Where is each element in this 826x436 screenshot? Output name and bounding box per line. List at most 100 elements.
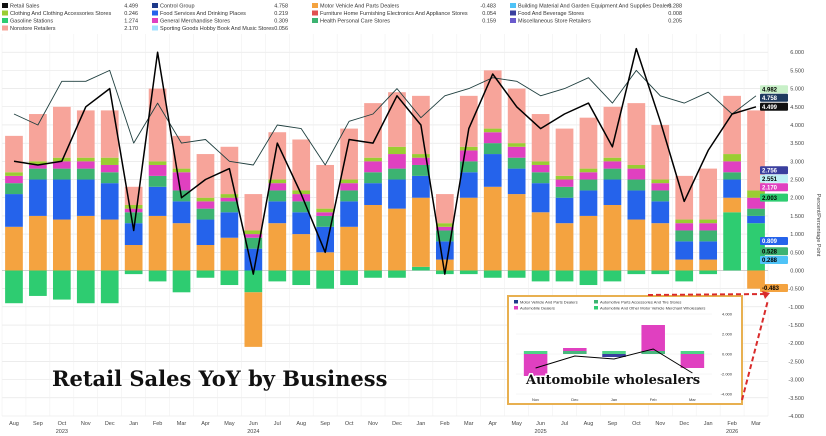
bar-segment <box>483 186 502 271</box>
bar-segment <box>627 168 646 180</box>
bar-segment <box>292 212 311 235</box>
legend-value: -0.483 <box>480 4 496 10</box>
legend-value: 0.008 <box>668 11 682 17</box>
x-tick-label: Oct <box>345 421 354 427</box>
bar-segment <box>699 230 718 242</box>
bar-segment <box>435 259 454 271</box>
bar-segment <box>723 161 741 173</box>
bar-segment <box>364 204 382 271</box>
bar-segment <box>5 183 23 195</box>
bar-segment <box>268 183 287 191</box>
legend-value: 2.170 <box>124 26 138 32</box>
bar-segment <box>483 154 502 187</box>
value-badge-label: -0.483 <box>762 286 780 292</box>
legend-label: Food Services And Drinking Places <box>160 11 246 17</box>
inset-y-tick: -4.000 <box>721 392 733 397</box>
bar-segment <box>555 223 574 271</box>
bar-segment <box>29 114 47 162</box>
bar-segment <box>268 223 287 271</box>
inset-x-tick: Jan <box>611 397 617 402</box>
bar-segment <box>292 194 311 202</box>
bar-segment <box>627 219 646 271</box>
bar-segment <box>723 172 741 180</box>
x-tick-label: Dec <box>105 421 115 427</box>
x-tick-label: Jan <box>704 421 713 427</box>
bar-segment <box>124 245 143 271</box>
y-tick-label: 4.500 <box>790 105 804 111</box>
bar-segment <box>603 161 622 169</box>
bar-segment <box>531 172 550 184</box>
bar-segment <box>675 241 694 260</box>
x-tick-label: Mar <box>464 421 474 427</box>
value-badge-label: 4.758 <box>762 96 778 102</box>
bar-segment <box>244 292 263 347</box>
bar-segment <box>699 241 718 260</box>
value-badge-label: 0.288 <box>762 258 778 264</box>
bar-segment <box>100 110 119 158</box>
x-tick-label: Apr <box>201 421 210 427</box>
bar-segment <box>220 270 239 286</box>
legend-label: Gasoline Stations <box>10 19 53 25</box>
bar-segment <box>124 223 143 246</box>
bar-segment <box>29 270 47 296</box>
bar-segment <box>268 270 287 282</box>
bar-segment <box>100 270 119 304</box>
legend-label: Clothing And Clothing Accessories Stores <box>10 11 111 17</box>
legend-label: General Merchandise Stores <box>160 19 230 25</box>
x-tick-label: Oct <box>58 421 67 427</box>
bar-segment <box>627 190 646 220</box>
bar-segment <box>435 226 454 231</box>
bar-segment <box>579 190 598 216</box>
bar-segment <box>5 172 23 176</box>
bar-segment <box>507 194 526 271</box>
y-tick-label: 1.000 <box>790 232 804 238</box>
bar-segment <box>100 157 119 165</box>
callout-arrowhead <box>762 291 770 300</box>
value-badge-label: 2.170 <box>762 185 778 191</box>
inset-x-tick: Feb <box>650 397 658 402</box>
bar-segment <box>244 194 263 231</box>
bar-segment <box>29 179 47 216</box>
legend-value: 1.274 <box>124 19 138 25</box>
bar-segment <box>651 183 670 191</box>
bar-segment <box>412 197 430 267</box>
x-tick-label: May <box>511 421 522 427</box>
bar-segment <box>220 194 239 198</box>
inset-y-tick: 0.000 <box>722 352 733 357</box>
y-tick-label: -2.000 <box>788 341 804 347</box>
value-badge-label: 0.809 <box>762 239 778 245</box>
bar-segment <box>459 270 478 275</box>
bar-segment <box>196 197 215 202</box>
bar-segment <box>76 168 95 180</box>
inset-bar <box>523 354 548 376</box>
y-tick-label: -3.500 <box>788 396 804 402</box>
bar-segment <box>340 226 358 271</box>
x-tick-label: May <box>224 421 235 427</box>
legend-swatch <box>152 18 158 23</box>
bar-segment <box>292 139 311 191</box>
y-tick-label: 4.000 <box>790 123 804 129</box>
x-year-label: 2024 <box>247 429 259 435</box>
y-tick-label: -1.500 <box>788 323 804 329</box>
bar-segment <box>627 179 646 191</box>
value-badge <box>760 193 788 202</box>
bar-segment <box>292 270 311 286</box>
legend-value: 0.246 <box>124 11 138 17</box>
value-badge <box>760 183 788 192</box>
bar-segment <box>555 186 574 198</box>
inset-bar-green <box>563 351 587 354</box>
bar-segment <box>148 161 167 165</box>
x-tick-label: Jul <box>561 421 568 427</box>
bar-segment <box>507 146 526 158</box>
value-badge-label: 2.551 <box>762 177 778 183</box>
bar-segment <box>364 103 382 158</box>
bar-segment <box>148 175 167 187</box>
bar-segment <box>651 190 670 202</box>
bar-segment <box>435 194 454 224</box>
legend-swatch <box>2 10 8 16</box>
bar-segment <box>507 270 526 278</box>
x-tick-label: Jun <box>536 421 545 427</box>
legend-value: 4.758 <box>274 4 288 10</box>
bar-segment <box>675 270 694 282</box>
